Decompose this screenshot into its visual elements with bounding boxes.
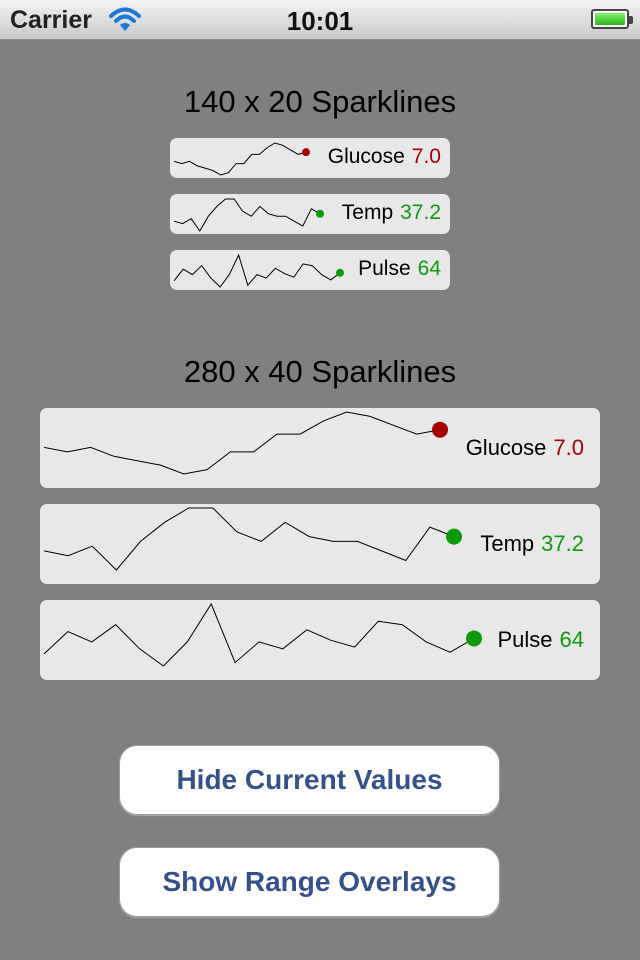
- large-pulse-label: Pulse 64: [497, 627, 584, 653]
- large-sparkline-temp: Temp 37.2: [40, 504, 600, 584]
- carrier-label: Carrier: [10, 6, 92, 34]
- large-sparkline-glucose: Glucose 7.0: [40, 408, 600, 488]
- large-temp-name: Temp: [480, 531, 535, 556]
- status-time: 10:01: [286, 6, 354, 36]
- small-sparkline-glucose: Glucose 7.0: [170, 138, 450, 178]
- small-glucose-label: Glucose 7.0: [328, 145, 441, 169]
- small-glucose-value: 7.0: [411, 145, 441, 168]
- large-sparklines-title: 280 x 40 Sparklines: [183, 354, 457, 389]
- small-sparkline-pulse: Pulse 64: [170, 250, 450, 290]
- large-temp-label: Temp 37.2: [480, 531, 584, 557]
- large-glucose-label: Glucose 7.0: [466, 435, 584, 461]
- pulse-current-value-dot: [466, 630, 482, 647]
- large-sparkline-pulse-chart: [43, 602, 482, 667]
- show-range-overlays-button[interactable]: Show Range Overlays: [119, 847, 500, 917]
- large-pulse-value: 64: [559, 627, 584, 652]
- small-glucose-name: Glucose: [327, 145, 405, 168]
- small-pulse-value: 64: [417, 257, 441, 280]
- temp-current-value-dot: [446, 528, 462, 545]
- pulse-sparkline-line: [43, 602, 475, 667]
- temp-sparkline-line: [173, 198, 321, 232]
- small-sparkline-glucose-chart: [173, 142, 310, 176]
- small-pulse-label: Pulse 64: [358, 257, 441, 281]
- battery-icon: [591, 9, 633, 29]
- small-sparkline-temp-chart: [173, 198, 324, 232]
- large-pulse-name: Pulse: [497, 627, 553, 652]
- status-bar: Carrier 10:01: [0, 0, 640, 40]
- small-temp-name: Temp: [341, 201, 394, 224]
- small-pulse-name: Pulse: [358, 257, 411, 280]
- small-sparkline-pulse-chart: [173, 253, 344, 288]
- small-sparkline-temp: Temp 37.2: [170, 194, 450, 234]
- large-temp-value: 37.2: [541, 531, 584, 556]
- large-sparkline-glucose-chart: [43, 411, 448, 475]
- hide-current-values-button[interactable]: Hide Current Values: [119, 745, 500, 815]
- large-glucose-name: Glucose: [465, 435, 547, 460]
- pulse-current-value-dot: [336, 268, 344, 277]
- small-temp-value: 37.2: [400, 201, 441, 224]
- glucose-current-value-dot: [302, 148, 310, 157]
- glucose-current-value-dot: [432, 421, 448, 438]
- pulse-sparkline-line: [173, 253, 341, 288]
- wifi-icon: [109, 7, 141, 31]
- glucose-sparkline-line: [173, 142, 307, 176]
- temp-current-value-dot: [316, 209, 324, 218]
- large-glucose-value: 7.0: [553, 435, 584, 460]
- large-sparkline-pulse: Pulse 64: [40, 600, 600, 680]
- small-sparklines-title: 140 x 20 Sparklines: [183, 84, 457, 119]
- small-temp-label: Temp 37.2: [342, 201, 441, 225]
- temp-sparkline-line: [43, 507, 455, 571]
- large-sparkline-temp-chart: [43, 507, 462, 571]
- glucose-sparkline-line: [43, 411, 441, 475]
